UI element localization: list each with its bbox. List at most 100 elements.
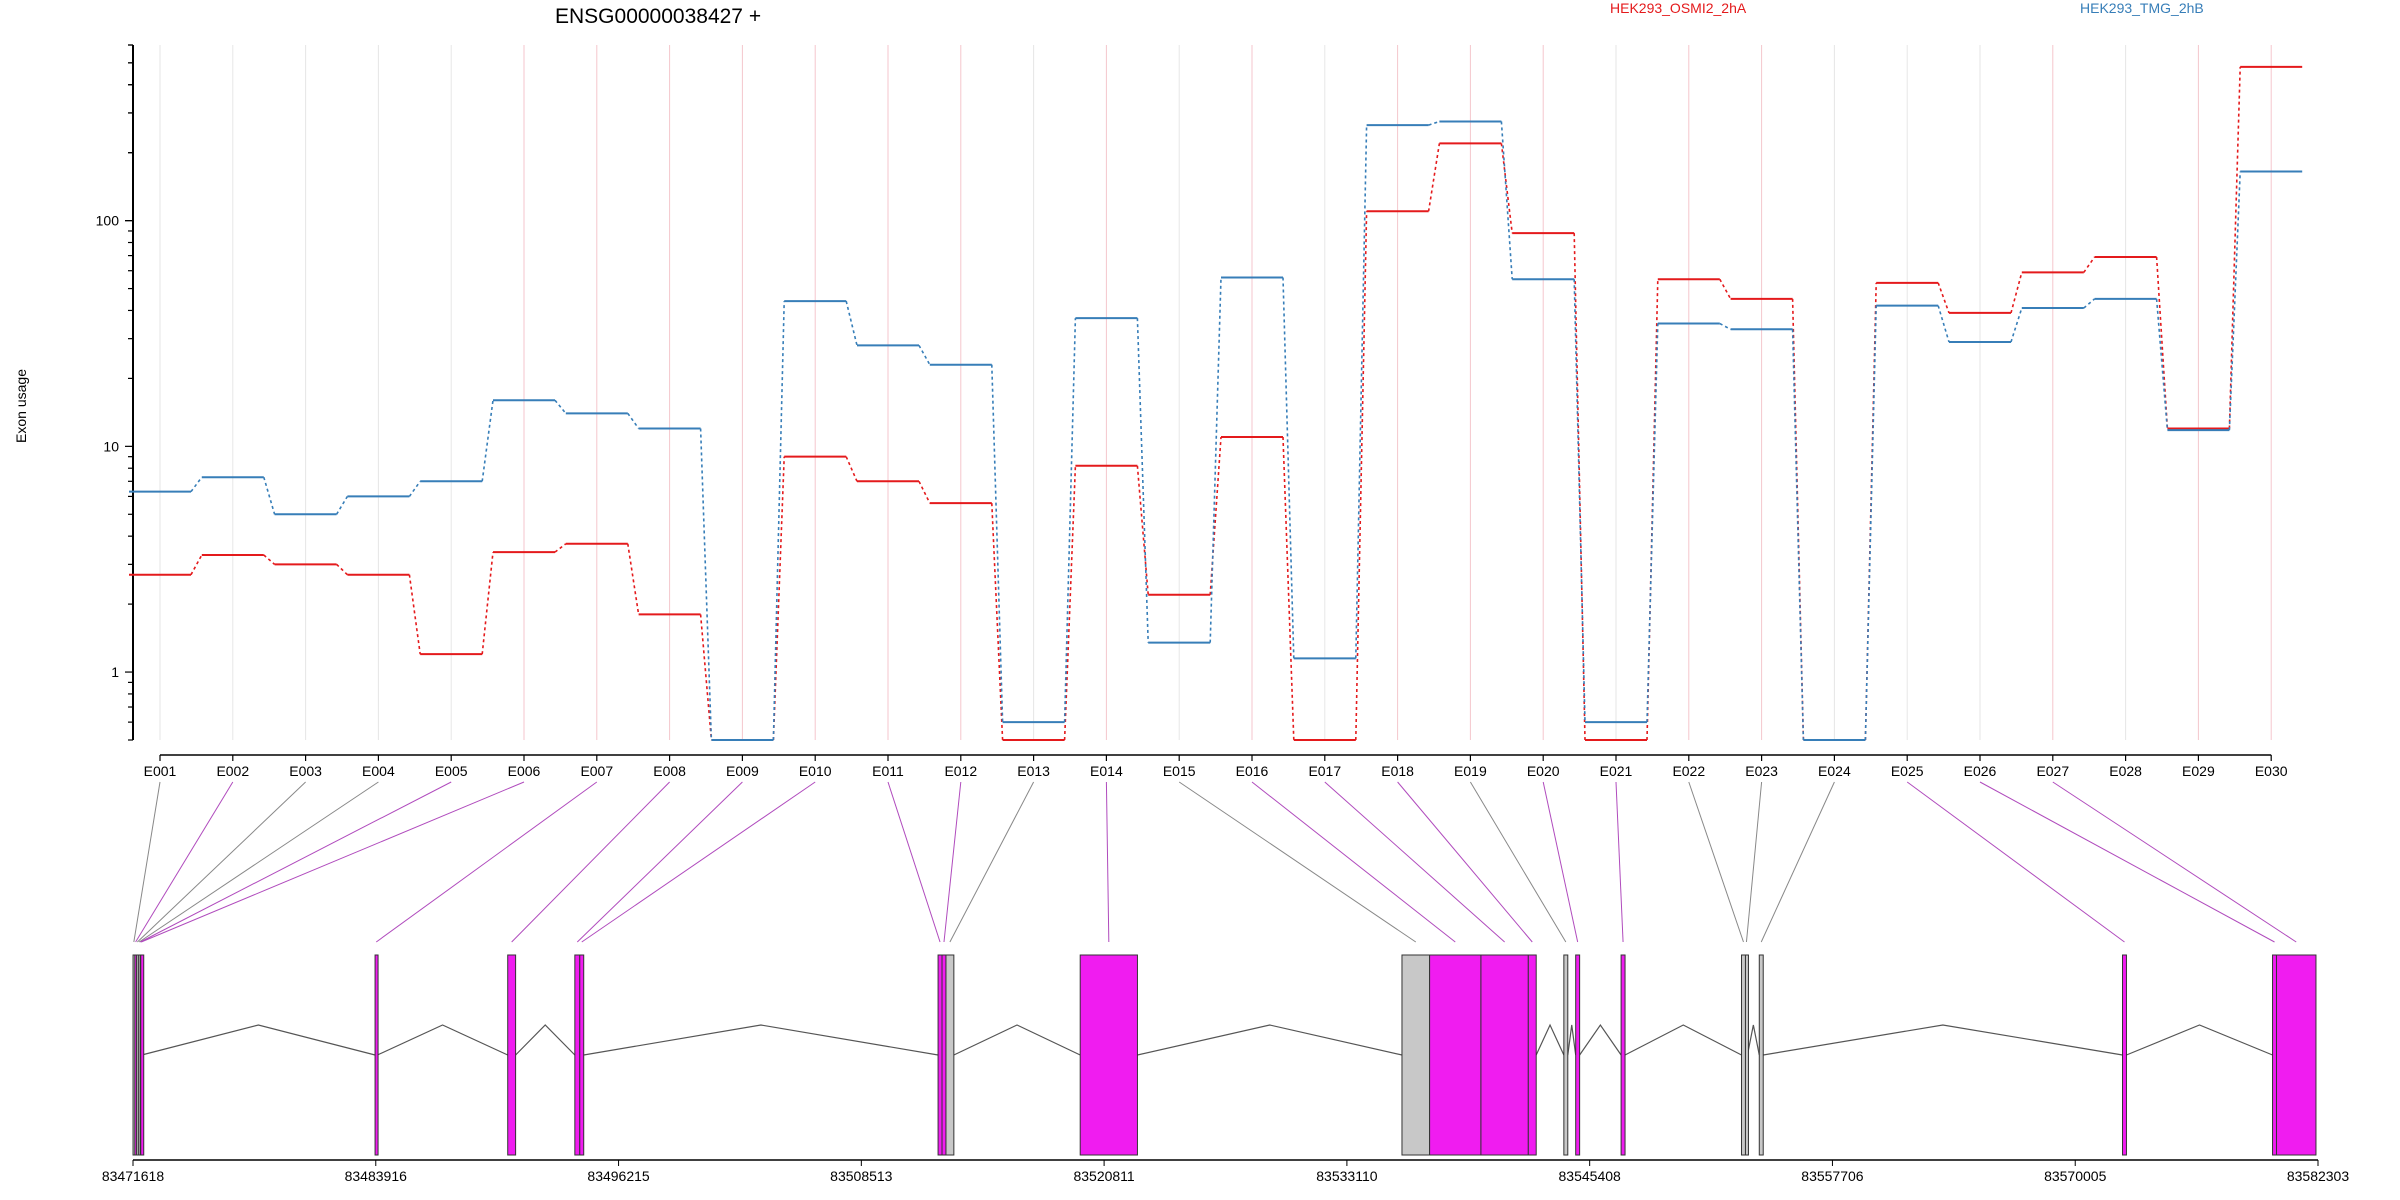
exon-box-e008 <box>507 954 517 1156</box>
x-tick-label-e028: E028 <box>2109 763 2142 779</box>
exon-box-e020 <box>1575 954 1581 1156</box>
series-0-connector-e027 <box>2083 256 2096 273</box>
x-tick-label-e002: E002 <box>216 763 249 779</box>
coord-tick-label-83582303: 83582303 <box>2287 1168 2350 1184</box>
connector-e016 <box>1251 781 1456 943</box>
series-0-connector-e011 <box>918 480 931 504</box>
x-tick-label-e015: E015 <box>1163 763 1196 779</box>
exon-box-e006 <box>140 954 145 1156</box>
connector-e026 <box>1979 781 2275 943</box>
x-tick-label-e011: E011 <box>872 763 904 779</box>
coord-tick-label-83557706: 83557706 <box>1801 1168 1864 1184</box>
series-0-connector-e002 <box>263 554 276 565</box>
exon-box-e026 <box>2272 954 2277 1156</box>
x-axis: E001 E002 E003 E004 E005 E006 E007 E008 E009 E010… <box>144 754 2288 779</box>
connector-e003 <box>137 781 306 943</box>
x-tick-label-e024: E024 <box>1818 763 1851 779</box>
connector-e019 <box>1469 781 1567 943</box>
y-tick-label-1: 1 <box>111 664 119 680</box>
connector-e002 <box>135 781 234 943</box>
series-1-connector-e027 <box>2083 298 2096 309</box>
x-tick-label-e001: E001 <box>144 763 177 779</box>
x-tick-label-e016: E016 <box>1236 763 1269 779</box>
x-tick-label-e009: E009 <box>726 763 759 779</box>
connector-e004 <box>138 781 379 943</box>
series-0-connector-e003 <box>336 563 348 576</box>
legend-entry-osmi2: HEK293_OSMI2_2hA <box>1610 0 1747 16</box>
connector-e005 <box>140 781 452 943</box>
series-1-connector-e014 <box>1136 318 1149 643</box>
x-tick-label-e008: E008 <box>653 763 686 779</box>
x-tick-label-e013: E013 <box>1017 763 1050 779</box>
intron-e020-e021 <box>1579 1023 1622 1056</box>
legend-entry-tmg: HEK293_TMG_2hB <box>2080 0 2204 16</box>
series-0-connector-e016 <box>1282 436 1295 741</box>
coord-tick-label-83471618: 83471618 <box>102 1168 165 1184</box>
intron-e014-e015 <box>1137 1024 1403 1056</box>
series-0-connector-e026 <box>2010 272 2023 314</box>
x-tick-label-e004: E004 <box>362 763 395 779</box>
series-lines <box>129 65 2303 741</box>
series-0-connector-e028 <box>2155 256 2169 429</box>
x-tick-label-e003: E003 <box>289 763 322 779</box>
series-0-connector-e017 <box>1355 211 1368 741</box>
connector-e006 <box>141 781 525 943</box>
series-0-connector-e020 <box>1573 233 1586 741</box>
series-0-connector-e018 <box>1427 143 1441 212</box>
exon-box-e011 <box>937 954 943 1156</box>
intron-e025-e026 <box>2126 1024 2273 1056</box>
intron-e007-e008 <box>377 1024 508 1056</box>
series-hek293_tmg_2hb <box>129 120 2303 741</box>
coord-tick-label-83533110: 83533110 <box>1316 1168 1377 1184</box>
exon-box-e019 <box>1563 954 1569 1156</box>
series-1-connector-e020 <box>1573 279 1586 723</box>
series-1-connector-e015 <box>1209 277 1222 643</box>
intron-e008-e009 <box>515 1024 576 1056</box>
series-1-connector-e011 <box>918 345 931 366</box>
connector-e008 <box>511 781 670 943</box>
exon-box-e014 <box>1079 954 1138 1156</box>
series-0-connector-e013 <box>1063 465 1077 741</box>
connector-e009 <box>576 781 743 943</box>
series-1-connector-e003 <box>335 496 349 515</box>
connector-e023 <box>1745 781 1763 943</box>
coord-tick-label-83508513: 83508513 <box>830 1168 893 1184</box>
x-tick-label-e021: E021 <box>1600 763 1633 779</box>
x-tick-label-e018: E018 <box>1381 763 1414 779</box>
x-tick-label-e010: E010 <box>799 763 832 779</box>
series-0-connector-e009 <box>772 456 785 741</box>
connector-e001 <box>133 781 161 943</box>
connector-e007 <box>375 781 598 943</box>
series-0-connector-e004 <box>408 574 421 655</box>
intron-e010-e011 <box>583 1024 939 1056</box>
x-tick-label-e029: E029 <box>2182 763 2215 779</box>
y-axis-label: Exon usage <box>13 369 29 443</box>
series-1-connector-e007 <box>627 412 640 429</box>
intron-e006-e007 <box>141 1024 376 1056</box>
connector-e012 <box>943 781 962 943</box>
coord-tick-label-83520811: 83520811 <box>1073 1168 1134 1184</box>
series-1-connector-e001 <box>190 476 203 493</box>
x-tick-label-e007: E007 <box>580 763 613 779</box>
connector-e011 <box>887 781 941 943</box>
exon-box-e022 <box>1741 954 1746 1156</box>
series-0-connector-e019 <box>1500 143 1513 234</box>
series-1-connector-e021 <box>1646 323 1659 723</box>
series-1-connector-e022 <box>1719 322 1731 331</box>
intron-e024-e025 <box>1763 1024 2123 1056</box>
series-1-connector-e004 <box>408 480 421 497</box>
y-tick-label-100: 100 <box>96 213 120 229</box>
y-axis: 1 10 100 <box>96 44 134 741</box>
x-tick-label-e014: E014 <box>1090 763 1123 779</box>
x-tick-label-e022: E022 <box>1672 763 1705 779</box>
connector-e010 <box>581 781 816 943</box>
exon-box-e023 <box>1744 954 1749 1156</box>
y-tick-label-10: 10 <box>103 438 119 454</box>
series-0-connector-e022 <box>1719 278 1732 300</box>
x-tick-label-e030: E030 <box>2255 763 2288 779</box>
connector-e021 <box>1615 781 1624 943</box>
x-tick-label-e025: E025 <box>1891 763 1924 779</box>
series-0-connector-e001 <box>190 554 203 576</box>
exon-box-e007 <box>374 954 379 1156</box>
exon-box-e012 <box>941 954 947 1156</box>
